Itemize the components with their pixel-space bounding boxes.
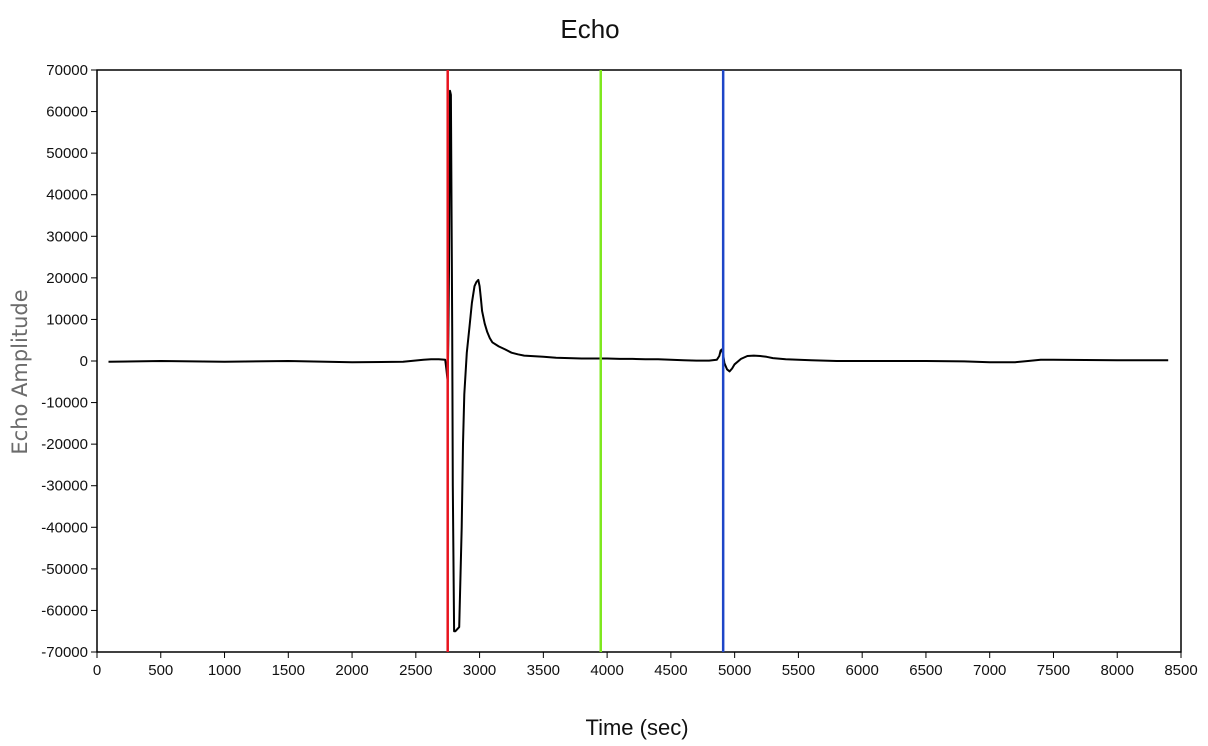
series-layer	[108, 89, 1169, 633]
x-tick-label: 7000	[973, 662, 1006, 679]
x-tick-label: 3000	[463, 662, 496, 679]
y-tick-label: 10000	[46, 311, 88, 328]
x-tick-label: 0	[93, 662, 101, 679]
x-tick-label: 2000	[335, 662, 368, 679]
y-tick-label: 30000	[46, 228, 88, 245]
x-axis-label: Time (sec)	[585, 715, 688, 740]
y-tick-label: 60000	[46, 104, 88, 121]
x-tick-label: 7500	[1037, 662, 1070, 679]
x-tick-label: 6000	[845, 662, 878, 679]
y-tick-label: 70000	[46, 62, 88, 79]
x-tick-label: 5500	[782, 662, 815, 679]
y-axis-label: Echo Amplitude	[8, 289, 32, 454]
y-tick-label: -60000	[41, 602, 88, 619]
y-tick-label: 20000	[46, 270, 88, 287]
x-tick-label: 2500	[399, 662, 432, 679]
cursor-lines	[446, 70, 725, 652]
y-axis-ticks: 70000 60000 50000 40000 30000 20000 10000 0 -100…	[41, 62, 97, 661]
y-tick-label: -50000	[41, 561, 88, 578]
x-tick-label: 5000	[718, 662, 751, 679]
x-tick-label: 1500	[272, 662, 305, 679]
y-tick-label: -10000	[41, 395, 88, 412]
y-tick-label: -70000	[41, 644, 88, 661]
echo-series-line	[108, 89, 1169, 633]
x-tick-label: 3500	[527, 662, 560, 679]
y-tick-label: 50000	[46, 145, 88, 162]
x-tick-label: 4000	[590, 662, 623, 679]
y-tick-label: 40000	[46, 187, 88, 204]
chart-title: Echo	[560, 14, 619, 44]
y-tick-label: -40000	[41, 519, 88, 536]
x-tick-label: 500	[148, 662, 173, 679]
x-tick-label: 1000	[208, 662, 241, 679]
y-tick-label: 0	[80, 353, 88, 370]
y-tick-label: -30000	[41, 478, 88, 495]
x-axis-ticks: 0 500 1000 1500 2000 2500 3000 3500 4000 4500 5000…	[93, 652, 1198, 679]
x-tick-label: 8000	[1101, 662, 1134, 679]
x-tick-label: 4500	[654, 662, 687, 679]
y-tick-label: -20000	[41, 436, 88, 453]
x-tick-label: 8500	[1164, 662, 1197, 679]
x-tick-label: 6500	[909, 662, 942, 679]
